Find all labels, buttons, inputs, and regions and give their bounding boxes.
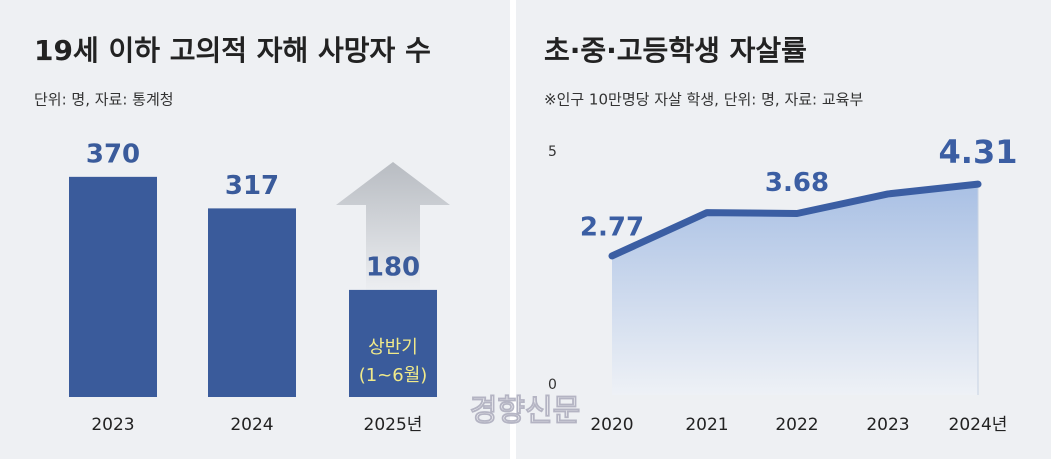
bar — [349, 289, 437, 397]
increase-arrow — [336, 162, 450, 290]
bar — [208, 208, 296, 397]
x-tick-label: 2021 — [685, 415, 728, 435]
chart-title: 초·중·고등학생 자살률 — [544, 34, 807, 67]
value-label: 2.77 — [580, 212, 644, 242]
chart-subtitle: ※인구 10만명당 자살 학생, 단위: 명, 자료: 교육부 — [544, 91, 863, 109]
bar-annotation: (1~6월) — [359, 365, 428, 386]
bar — [69, 176, 157, 397]
value-label: 180 — [366, 252, 420, 282]
watermark: 경향신문 — [470, 394, 580, 429]
value-label: 4.31 — [939, 133, 1018, 171]
x-tick-label: 2024 — [230, 415, 273, 435]
x-tick-label: 2023 — [91, 415, 134, 435]
value-label: 317 — [225, 171, 279, 201]
x-tick-label: 2020 — [590, 415, 633, 435]
x-tick-label: 2024년 — [949, 415, 1008, 435]
chart-title: 19세 이하 고의적 자해 사망자 수 — [34, 34, 431, 67]
x-tick-label: 2025년 — [364, 415, 423, 435]
x-tick-label: 2022 — [775, 415, 818, 435]
area — [612, 184, 978, 395]
value-label: 370 — [86, 139, 140, 169]
bar-annotation: 상반기 — [368, 337, 418, 358]
y-tick-label: 0 — [548, 377, 557, 393]
line — [608, 180, 982, 260]
x-tick-label: 2023 — [866, 415, 909, 435]
y-tick-label: 5 — [548, 144, 557, 160]
value-label: 3.68 — [765, 168, 829, 198]
chart-subtitle: 단위: 명, 자료: 통계청 — [34, 91, 174, 109]
